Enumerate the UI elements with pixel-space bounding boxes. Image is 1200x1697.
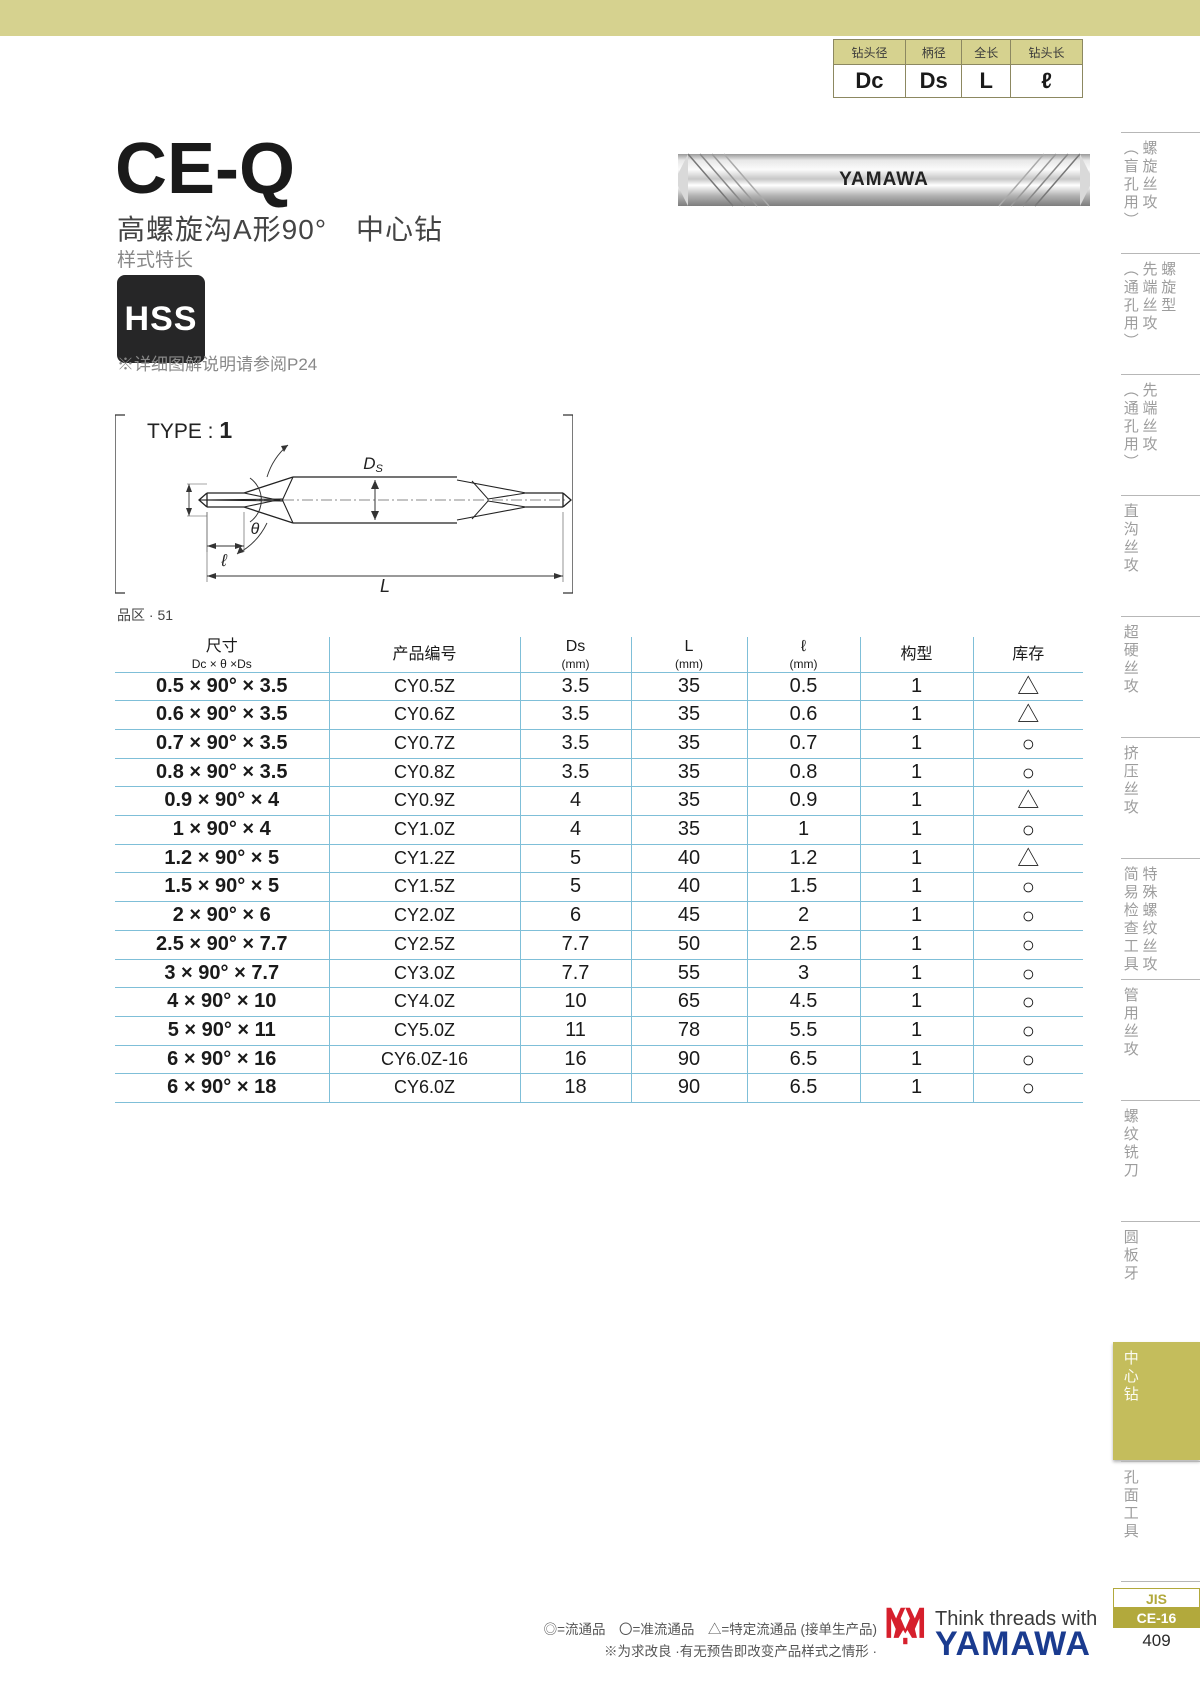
svg-text:ℓ: ℓ <box>220 551 227 570</box>
svg-text:YAMAWA: YAMAWA <box>839 169 929 190</box>
svg-text:DS: DS <box>363 454 383 475</box>
svg-text:L: L <box>380 576 390 596</box>
svg-text:θ: θ <box>251 521 260 538</box>
